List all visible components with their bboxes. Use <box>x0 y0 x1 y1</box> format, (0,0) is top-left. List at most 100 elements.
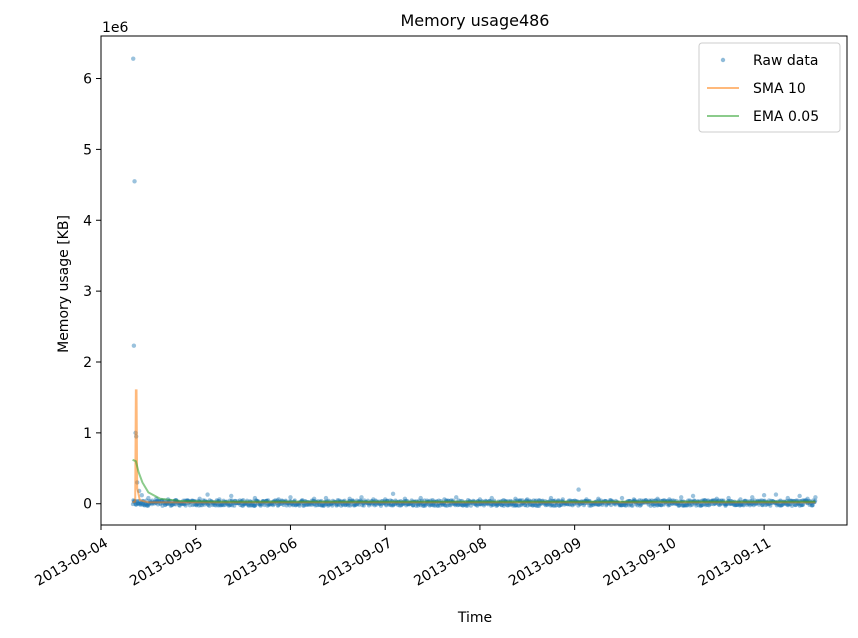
raw-data-point <box>144 503 149 508</box>
raw-data-point <box>327 502 332 507</box>
raw-data-point <box>132 179 137 184</box>
raw-data-point <box>348 503 353 508</box>
raw-data-point <box>694 503 699 508</box>
y-tick-label: 3 <box>83 284 92 300</box>
raw-data-point <box>577 502 582 507</box>
raw-data-point <box>323 495 329 501</box>
raw-data-point <box>382 497 388 502</box>
raw-data-point <box>530 503 535 508</box>
raw-data-point <box>786 503 791 508</box>
raw-data-point <box>414 503 419 508</box>
raw-data-point <box>459 502 464 507</box>
raw-data-point <box>463 502 468 507</box>
raw-data-point <box>314 503 319 508</box>
chart-title: Memory usage486 <box>401 11 550 30</box>
raw-data-point <box>302 503 307 508</box>
raw-data-point <box>194 502 199 507</box>
raw-data-point <box>443 503 448 508</box>
raw-data-point <box>738 503 743 508</box>
raw-data-point <box>142 503 147 508</box>
raw-data-point <box>741 503 746 508</box>
raw-data-point <box>138 502 143 507</box>
raw-data-point <box>530 503 535 508</box>
raw-data-point <box>139 501 144 506</box>
raw-data-point <box>336 503 341 508</box>
raw-data-point <box>657 502 662 507</box>
raw-data-point <box>744 502 749 507</box>
raw-data-point <box>532 503 537 508</box>
legend-label: Raw data <box>753 53 818 69</box>
raw-data-point <box>252 503 257 508</box>
raw-data-point <box>317 502 322 507</box>
raw-data-point <box>135 501 140 506</box>
raw-data-point <box>619 503 624 508</box>
raw-data-point <box>434 502 439 507</box>
raw-data-point <box>505 503 510 508</box>
raw-data-point <box>219 502 224 507</box>
raw-data-point <box>422 503 427 508</box>
raw-data-point <box>160 503 165 508</box>
raw-data-point <box>222 503 227 508</box>
raw-data-point <box>436 503 441 508</box>
raw-data-point <box>437 503 442 508</box>
raw-data-point <box>584 497 589 502</box>
raw-data-point <box>249 502 254 507</box>
raw-data-point <box>698 502 703 507</box>
raw-data-point <box>513 503 518 508</box>
raw-data-point <box>581 503 586 508</box>
raw-data-point <box>193 502 198 507</box>
raw-data-point <box>454 495 459 500</box>
raw-data-point <box>792 502 797 507</box>
raw-data-point <box>511 502 516 507</box>
raw-data-point <box>423 503 428 508</box>
raw-data-point <box>557 503 562 508</box>
series-sma-10 <box>132 389 816 504</box>
raw-data-point <box>290 503 295 508</box>
raw-data-point <box>514 503 519 508</box>
raw-data-point <box>139 493 144 498</box>
raw-data-point <box>266 502 271 507</box>
raw-data-point <box>491 502 496 507</box>
raw-data-point <box>145 503 150 508</box>
raw-data-point <box>494 503 499 508</box>
raw-data-point <box>739 502 744 507</box>
raw-data-point <box>416 503 421 508</box>
raw-data-point <box>799 503 804 507</box>
raw-data-point <box>163 503 168 508</box>
raw-data-point <box>681 503 686 508</box>
raw-data-point <box>809 503 814 508</box>
raw-data-point <box>717 503 722 508</box>
raw-data-point <box>228 502 233 507</box>
raw-data-point <box>489 503 494 508</box>
raw-data-point <box>737 503 742 508</box>
raw-data-point <box>396 503 400 508</box>
raw-data-point <box>441 502 446 507</box>
raw-data-point <box>475 503 480 508</box>
raw-data-point <box>343 502 348 507</box>
raw-data-point <box>761 493 767 498</box>
raw-data-point <box>168 503 173 508</box>
raw-data-point <box>553 503 558 508</box>
raw-data-point <box>187 503 192 508</box>
legend-label: SMA 10 <box>753 81 806 97</box>
raw-data-point <box>374 502 379 507</box>
raw-data-point <box>535 503 540 508</box>
raw-data-point <box>785 495 790 501</box>
raw-data-point <box>246 503 251 508</box>
raw-data-point <box>569 502 574 507</box>
raw-data-point <box>667 497 672 502</box>
raw-data-point <box>479 502 484 507</box>
raw-data-point <box>558 502 563 507</box>
raw-data-point <box>677 503 682 508</box>
raw-data-point <box>525 503 530 508</box>
raw-data-point <box>304 502 309 507</box>
raw-data-point <box>657 502 662 507</box>
raw-data-point <box>257 502 262 507</box>
raw-data-point <box>427 503 432 508</box>
raw-data-point <box>202 502 207 507</box>
raw-data-point <box>465 503 470 508</box>
raw-data-point <box>724 502 729 507</box>
raw-data-point <box>619 503 624 508</box>
legend-item: Raw data <box>720 53 818 69</box>
raw-data-point <box>246 503 251 508</box>
